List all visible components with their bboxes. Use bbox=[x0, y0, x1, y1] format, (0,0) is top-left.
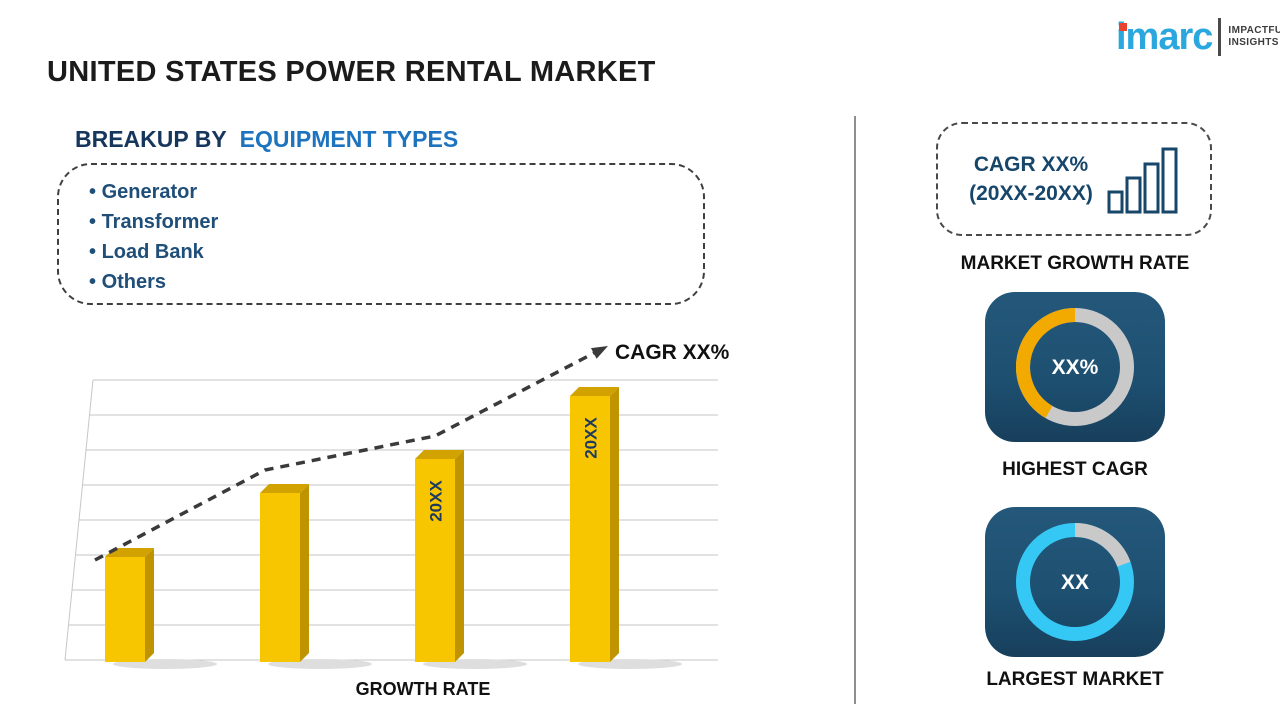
highest-cagr-label: HIGHEST CAGR bbox=[1002, 459, 1148, 480]
trend-arrow bbox=[94, 346, 608, 562]
bar-side-face bbox=[610, 387, 619, 662]
market-growth-rate-label: MARKET GROWTH RATE bbox=[960, 253, 1190, 274]
list-item: Generator bbox=[89, 177, 703, 207]
logo-brand-text: imarc bbox=[1116, 16, 1213, 58]
largest-market-value: XX bbox=[1061, 571, 1089, 594]
logo-separator bbox=[1218, 18, 1222, 56]
donut-segment bbox=[1016, 308, 1076, 419]
imarc-logo: imarc IMPACTFUL INSIGHTS bbox=[1116, 18, 1280, 56]
bar-side-face bbox=[300, 484, 309, 662]
chart-gridlines bbox=[64, 379, 718, 661]
largest-market-label: LARGEST MARKET bbox=[986, 669, 1164, 690]
growth-bars-icon bbox=[1107, 147, 1178, 214]
page-title: UNITED STATES POWER RENTAL MARKET bbox=[47, 56, 656, 88]
logo-red-dot-icon bbox=[1119, 23, 1127, 31]
list-item: Others bbox=[89, 267, 703, 297]
largest-market-donut: XX bbox=[1016, 522, 1134, 641]
bar-top-face bbox=[260, 484, 309, 493]
list-item: Load Bank bbox=[89, 237, 703, 267]
bar-label: 20XX bbox=[582, 417, 601, 459]
bar bbox=[260, 493, 300, 662]
bar-top-face bbox=[415, 450, 464, 459]
donut-segment bbox=[1074, 522, 1131, 567]
breakup-heading: BREAKUP BY EQUIPMENT TYPES bbox=[75, 126, 458, 153]
bar bbox=[415, 459, 455, 662]
bar-top-face bbox=[105, 548, 154, 557]
logo-brand: imarc bbox=[1116, 16, 1213, 58]
list-item: Transformer bbox=[89, 207, 703, 237]
bar bbox=[570, 396, 610, 662]
breakup-heading-prefix: BREAKUP BY bbox=[75, 126, 227, 152]
bar-side-face bbox=[145, 548, 154, 662]
x-axis-label: GROWTH RATE bbox=[355, 679, 491, 699]
cagr-period: (20XX-20XX) bbox=[969, 182, 1093, 205]
highest-cagr-value: XX% bbox=[1052, 356, 1099, 379]
chart-bars: 20XX 20XX bbox=[105, 387, 682, 669]
cagr-value: CAGR XX% bbox=[973, 152, 1089, 176]
bar bbox=[105, 557, 145, 662]
trend-line bbox=[94, 351, 595, 562]
bar-side-face bbox=[455, 450, 464, 662]
highest-cagr-donut: XX% bbox=[1016, 308, 1134, 426]
bar-top-face bbox=[570, 387, 619, 396]
bar-label: 20XX bbox=[427, 480, 446, 522]
trend-cagr-label: CAGR XX% bbox=[615, 341, 730, 364]
trend-arrowhead-icon bbox=[591, 346, 608, 359]
equipment-types-box: Generator Transformer Load Bank Others bbox=[57, 163, 705, 305]
market-growth-card: CAGR XX% (20XX-20XX) bbox=[936, 122, 1212, 236]
largest-market-tile: XX bbox=[985, 507, 1165, 657]
logo-tagline: IMPACTFUL INSIGHTS bbox=[1228, 25, 1280, 50]
logo-tagline-line2: INSIGHTS bbox=[1228, 37, 1279, 48]
bar-chart: 20XX 20XX bbox=[64, 346, 718, 669]
highest-cagr-tile: XX% bbox=[985, 292, 1165, 442]
breakup-heading-highlight: EQUIPMENT TYPES bbox=[239, 126, 459, 152]
equipment-types-list: Generator Transformer Load Bank Others bbox=[89, 177, 703, 297]
cagr-card-text: CAGR XX% (20XX-20XX) bbox=[969, 150, 1093, 209]
vertical-divider bbox=[854, 116, 856, 704]
logo-tagline-line1: IMPACTFUL bbox=[1228, 24, 1280, 36]
axis-slant-line bbox=[64, 379, 94, 661]
